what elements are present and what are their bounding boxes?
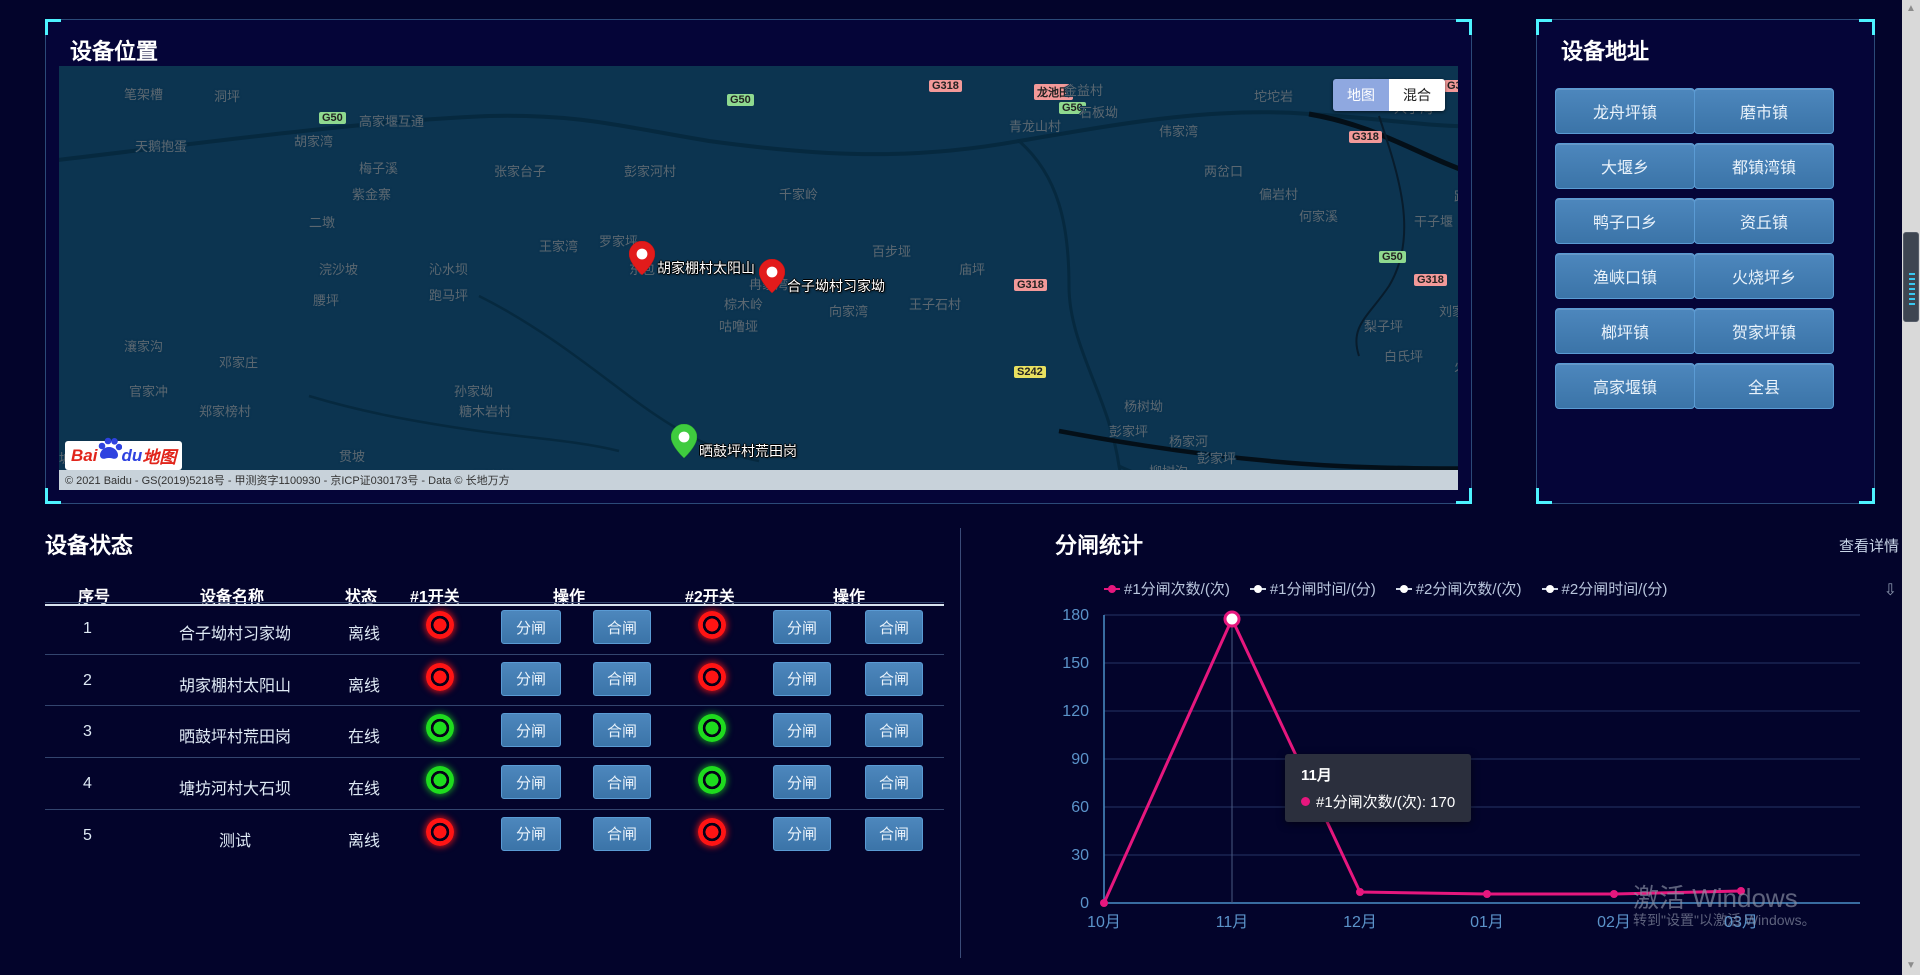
svg-text:10月: 10月 bbox=[1087, 914, 1121, 931]
svg-text:11月: 11月 bbox=[1216, 914, 1249, 931]
svg-text:12月: 12月 bbox=[1343, 914, 1377, 931]
svg-text:60: 60 bbox=[1071, 799, 1089, 816]
svg-text:02月: 02月 bbox=[1597, 914, 1631, 931]
svg-text:01月: 01月 bbox=[1470, 914, 1504, 931]
svg-text:150: 150 bbox=[1062, 655, 1089, 672]
svg-text:120: 120 bbox=[1062, 703, 1089, 720]
svg-text:90: 90 bbox=[1071, 751, 1089, 768]
svg-text:0: 0 bbox=[1080, 895, 1089, 912]
svg-text:180: 180 bbox=[1062, 607, 1089, 624]
svg-text:30: 30 bbox=[1071, 847, 1089, 864]
